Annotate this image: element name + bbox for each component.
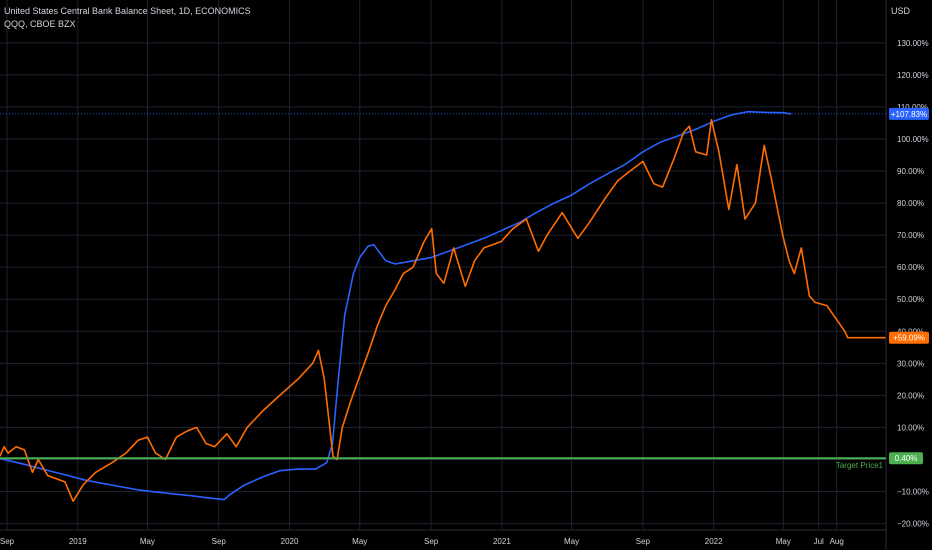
- y-tick-label: 100.00%: [897, 135, 929, 144]
- qqq-last-value-label: +59.09%: [893, 334, 925, 343]
- y-tick-label: 30.00%: [897, 359, 924, 368]
- y-tick-label: −10.00%: [897, 488, 929, 497]
- y-tick-label: 120.00%: [897, 71, 929, 80]
- balance-sheet-last-value-badge: [889, 107, 929, 120]
- x-tick-label: Aug: [830, 537, 844, 546]
- y-tick-label: 50.00%: [897, 295, 924, 304]
- balance-sheet-series-line: [0, 110, 792, 501]
- target-price-label: Target Price1: [836, 461, 884, 470]
- x-axis: Sep 2019 May Sep 2020 May Sep 2021 May Sep 2022 May…: [0, 529, 886, 546]
- x-tick-label: Sep: [212, 537, 227, 546]
- x-tick-label: Jul: [814, 537, 824, 546]
- target-price-badge-label: 0.40%: [895, 454, 918, 463]
- qqq-last-value-badge: [889, 331, 929, 344]
- target-price-badge: [889, 452, 923, 465]
- y-tick-label: −20.00%: [897, 520, 929, 529]
- grid: [0, 0, 886, 530]
- chart-title: United States Central Bank Balance Sheet…: [4, 6, 251, 16]
- y-tick-label: 130.00%: [897, 39, 929, 48]
- x-tick-label: May: [352, 537, 367, 546]
- balance-sheet-last-value-label: +107.83%: [891, 110, 927, 119]
- x-tick-label: Sep: [636, 537, 651, 546]
- y-tick-label: 70.00%: [897, 231, 924, 240]
- y-tick-label: 60.00%: [897, 263, 924, 272]
- y-tick-label: 10.00%: [897, 423, 924, 432]
- y-tick-label: 110.00%: [897, 103, 928, 112]
- x-tick-label: May: [140, 537, 155, 546]
- y-tick-label: 80.00%: [897, 199, 924, 208]
- x-tick-label: May: [564, 537, 579, 546]
- x-tick-label: 2019: [69, 537, 87, 546]
- series-layer: [0, 110, 886, 502]
- scale-currency[interactable]: USD: [890, 6, 910, 16]
- x-tick-label: 2021: [493, 537, 511, 546]
- x-tick-label: May: [776, 537, 791, 546]
- compare-symbol-label: QQQ, CBOE BZX: [4, 19, 76, 29]
- y-tick-label: 90.00%: [897, 167, 924, 176]
- x-tick-label: Sep: [0, 537, 15, 546]
- qqq-series-line: [0, 118, 886, 502]
- x-tick-label: Sep: [424, 537, 439, 546]
- x-tick-label: 2022: [705, 537, 723, 546]
- y-tick-label: 20.00%: [897, 391, 924, 400]
- x-tick-label: 2020: [281, 537, 299, 546]
- y-axis: −20.00%−10.00%10.00%20.00%30.00%40.00%50…: [885, 0, 929, 550]
- overlays: Target Price1 0.40% +107.83% +59.09%: [0, 107, 929, 470]
